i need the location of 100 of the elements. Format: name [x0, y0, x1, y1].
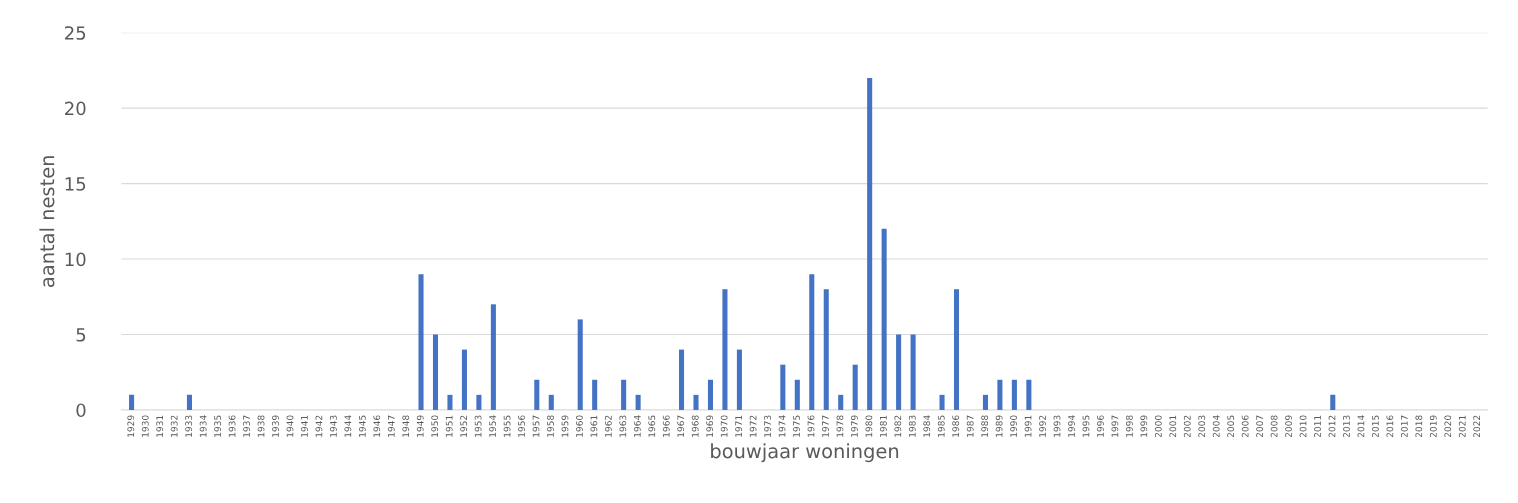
- bar: [881, 228, 887, 410]
- x-tick-label: 1939: [272, 415, 279, 437]
- bar: [780, 364, 786, 410]
- x-tick-label: 2011: [1314, 415, 1321, 438]
- bar: [838, 394, 844, 410]
- x-tick-label: 2013: [1343, 415, 1350, 438]
- x-tick-label: 1941: [301, 415, 308, 437]
- x-tick-label: 2008: [1270, 415, 1278, 438]
- x-tick-label: 1999: [1140, 415, 1148, 437]
- x-axis-title: bouwjaar woningen: [711, 443, 899, 463]
- bar: [548, 394, 554, 410]
- x-tick-label: 1953: [474, 415, 482, 437]
- x-tick-label: 1940: [286, 415, 294, 437]
- x-tick-label: 2006: [1241, 415, 1249, 438]
- x-tick-label: 2001: [1169, 415, 1177, 438]
- bar: [910, 334, 916, 410]
- x-tick-label: 1986: [952, 415, 960, 437]
- x-tick-label: 1935: [214, 415, 222, 437]
- y-tick-label: 15: [65, 177, 86, 191]
- bar: [794, 379, 800, 410]
- x-tick-label: 1949: [416, 415, 424, 437]
- y-tick-label: 0: [76, 403, 86, 418]
- x-tick-label: 2005: [1227, 415, 1235, 438]
- bar: [621, 379, 627, 410]
- x-tick-label: 1980: [865, 415, 873, 437]
- x-tick-label: 1944: [344, 415, 352, 437]
- x-tick-label: 1952: [460, 415, 468, 437]
- bar: [693, 394, 699, 410]
- x-tick-label: 1958: [547, 415, 554, 437]
- bar: [490, 304, 496, 410]
- x-tick-label: 1946: [373, 415, 381, 437]
- x-tick-label: 1971: [735, 415, 743, 437]
- x-tick-label: 1942: [315, 415, 323, 437]
- x-tick-label: 1938: [257, 415, 265, 437]
- x-tick-label: 1993: [1053, 415, 1061, 437]
- bar: [939, 394, 945, 410]
- x-tick-label: 1965: [648, 415, 656, 437]
- x-tick-label: 1931: [156, 415, 164, 437]
- x-tick-label: 1969: [706, 415, 714, 437]
- x-tick-label: 1991: [1024, 415, 1032, 437]
- bar: [722, 289, 728, 410]
- x-tick-label: 1988: [981, 415, 989, 437]
- x-tick-label: 1981: [879, 415, 887, 437]
- x-tick-label: 1977: [822, 415, 829, 437]
- y-tick-label: 20: [65, 101, 86, 116]
- x-tick-label: 1995: [1082, 415, 1090, 437]
- bar: [852, 364, 858, 410]
- bar: [736, 349, 742, 410]
- bar: [1011, 379, 1017, 410]
- bar: [461, 349, 467, 410]
- x-tick-label: 1960: [576, 415, 583, 437]
- x-tick-label: 1972: [749, 415, 757, 437]
- x-tick-label: 1975: [793, 415, 800, 437]
- x-tick-label: 1997: [1111, 415, 1119, 437]
- x-tick-label: 2016: [1386, 415, 1394, 438]
- x-tick-label: 1936: [228, 415, 236, 437]
- x-tick-label: 2004: [1212, 415, 1220, 438]
- bar: [635, 394, 641, 410]
- x-tick-label: 1984: [923, 415, 931, 437]
- x-tick-label: 1954: [489, 415, 496, 437]
- x-tick-label: 1947: [387, 415, 395, 437]
- x-tick-label: 1998: [1125, 415, 1133, 437]
- x-tick-label: 1943: [329, 415, 337, 437]
- x-tick-label: 1990: [1010, 415, 1018, 437]
- bar: [432, 334, 439, 410]
- x-tick-label: 1933: [185, 415, 193, 437]
- x-tick-label: 1970: [720, 415, 728, 437]
- bar: [577, 319, 583, 410]
- x-tick-label: 2017: [1400, 415, 1408, 438]
- x-tick-label: 1964: [633, 415, 641, 437]
- bar: [592, 379, 598, 410]
- x-tick-label: 2003: [1198, 415, 1206, 438]
- x-tick-label: 2002: [1183, 415, 1191, 438]
- x-tick-label: 2012: [1328, 415, 1336, 438]
- bar: [982, 394, 988, 410]
- x-tick-label: 1979: [850, 415, 858, 437]
- x-tick-label: 2021: [1458, 415, 1466, 438]
- x-tick-label: 1948: [402, 415, 410, 437]
- bar: [476, 394, 482, 410]
- x-tick-label: 1929: [127, 415, 135, 437]
- x-tick-label: 2020: [1444, 415, 1452, 438]
- x-tick-label: 2010: [1299, 415, 1307, 438]
- x-tick-label: 1950: [431, 415, 439, 437]
- x-tick-label: 2000: [1154, 415, 1162, 438]
- x-tick-label: 1985: [937, 415, 945, 437]
- y-axis-title: aantal nesten: [39, 156, 55, 287]
- x-tick-label: 1983: [908, 415, 916, 437]
- x-tick-label: 1994: [1068, 415, 1075, 437]
- x-tick-label: 1973: [764, 415, 771, 437]
- x-tick-label: 1987: [966, 415, 974, 437]
- bar: [534, 379, 540, 410]
- x-tick-label: 1978: [836, 415, 844, 437]
- x-tick-label: 1945: [358, 415, 366, 437]
- x-tick-label: 1932: [170, 415, 178, 437]
- bar: [896, 334, 902, 410]
- x-tick-label: 1966: [662, 415, 670, 437]
- x-tick-label: 1956: [518, 415, 525, 437]
- x-tick-label: 1982: [894, 415, 902, 437]
- x-tick-label: 2015: [1371, 415, 1379, 438]
- y-tick-label: 25: [65, 26, 86, 40]
